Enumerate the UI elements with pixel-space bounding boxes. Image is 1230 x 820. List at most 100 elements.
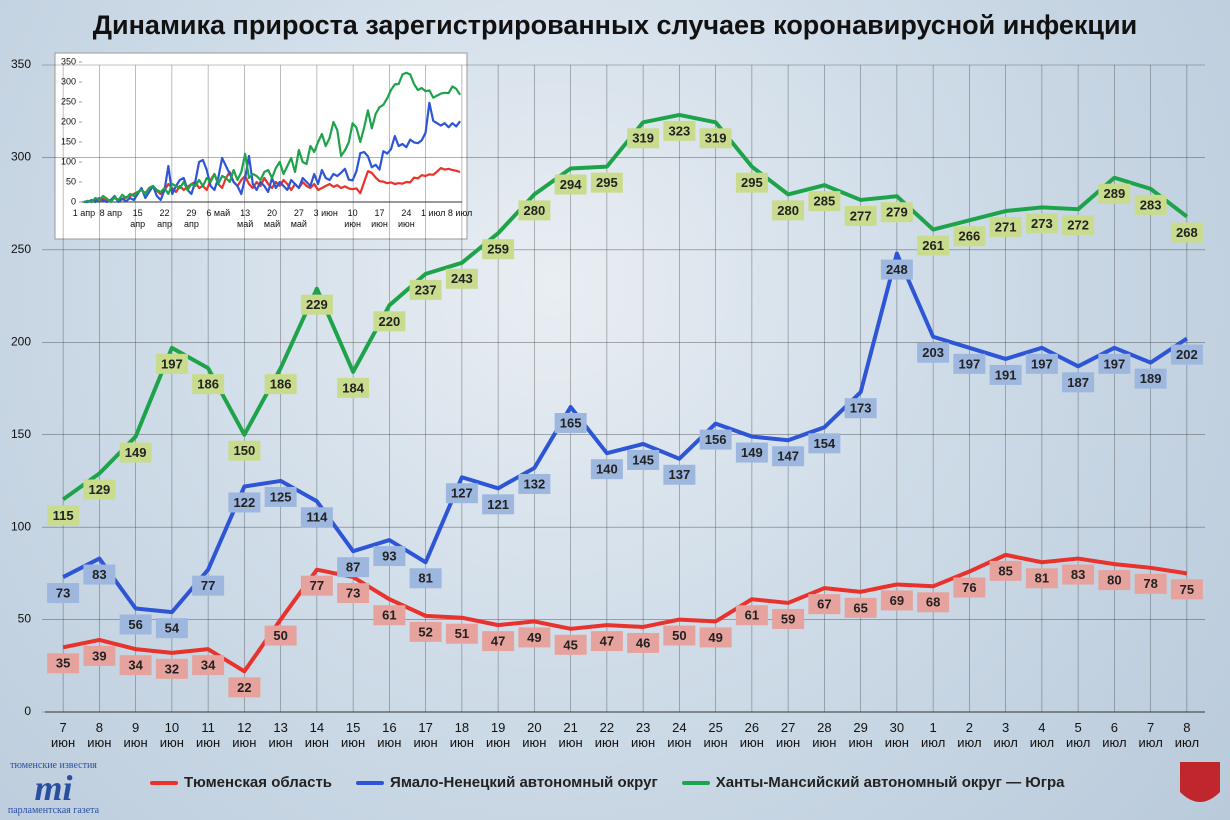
y-tick-label: 350 [11,57,31,71]
x-tick-label: 12 июн [232,720,257,750]
data-label-box [735,605,768,626]
data-label-box [554,174,587,195]
data-label-box [1134,194,1167,215]
data-label: 122 [234,495,256,510]
data-label-box [1134,573,1167,594]
data-label-box [699,627,732,648]
coat-of-arms [1180,762,1220,802]
data-label: 295 [596,175,618,190]
data-label-box [1170,222,1203,243]
data-label: 150 [234,443,256,458]
y-tick-label: 150 [11,427,31,441]
data-label-box [155,618,188,639]
data-label-box [482,631,515,652]
data-label-box [880,259,913,280]
x-tick-label: 3 июл [993,720,1018,750]
data-label: 80 [1107,573,1121,588]
legend-swatch [356,780,385,785]
data-label: 81 [1035,571,1049,586]
data-label-box [1062,564,1095,585]
x-tick-label: 26 июн [739,720,764,750]
x-tick-label: 1 июл [920,720,946,750]
legend: Тюменская область Ямало-Ненецкий автономн… [150,774,1064,791]
data-label: 83 [92,567,106,582]
x-tick-label: 8 июл [1174,720,1200,750]
x-tick-label: 10 июн [159,720,184,750]
series-line [83,71,462,204]
data-label-box [844,597,877,618]
data-label-box [192,374,225,395]
y-tick-label: 200 [11,334,31,348]
data-label: 149 [741,445,763,460]
data-label-box [1098,183,1131,204]
data-label-box [409,568,442,589]
x-tick-label: 25 июн [703,720,728,750]
data-label-box [228,440,261,461]
x-tick-label: 17 июн [413,720,438,750]
data-label-box [590,172,623,193]
data-label-box [554,634,587,655]
x-tick-label: 4 июл [1029,720,1055,750]
x-tick-label: 17 июн [371,208,388,229]
data-label: 132 [524,476,546,491]
data-label-box [119,442,152,463]
data-label-box [373,605,406,626]
legend-item: Тюменская область [150,774,332,791]
x-tick-label: 13 май [237,208,254,229]
data-label-box [663,464,696,485]
data-label-box [663,625,696,646]
x-tick-label: 16 июн [377,720,402,750]
data-label-box [627,128,660,149]
data-label: 280 [524,203,546,218]
data-label-box [880,590,913,611]
x-tick-label: 1 июл [421,208,446,218]
y-tick-label: 300 [61,76,76,86]
data-label-box [47,653,80,674]
x-tick-label: 7 июл [1138,720,1163,750]
data-label-box [989,364,1022,385]
data-label-box [772,608,805,629]
data-label-box [337,583,370,604]
x-tick-label: 14 июн [304,720,329,750]
data-label: 191 [995,367,1017,382]
data-label-box [373,311,406,332]
data-label: 271 [995,219,1017,234]
y-tick-label: 100 [11,519,31,533]
logo-mark: mi [34,768,73,808]
data-label-box [1098,353,1131,374]
data-label-box [192,575,225,596]
data-label: 165 [560,415,582,430]
data-label-box [808,433,841,454]
data-label-box [518,473,551,494]
data-label-box [953,353,986,374]
data-label: 50 [672,628,686,643]
data-label-box [83,564,116,585]
y-tick-label: 200 [61,116,76,126]
data-label-box [1062,215,1095,236]
data-label-box [482,239,515,260]
data-label: 220 [379,314,401,329]
legend-item: Ямало-Ненецкий автономный округ [356,774,658,791]
y-tick-label: 100 [61,156,76,166]
x-tick-label: 2 июл [957,720,982,750]
data-label: 140 [596,462,618,477]
data-label: 261 [922,238,944,253]
legend-swatch [681,780,710,785]
data-label: 173 [850,401,872,416]
logo-top: тюменские известия [10,760,97,771]
data-label-box [844,205,877,226]
x-tick-label: 18 июн [449,720,474,750]
data-label: 114 [306,510,328,525]
data-label-box [409,279,442,300]
x-tick-label: 1 апр [72,208,96,218]
data-label: 266 [959,229,981,244]
x-tick-label: 27 июн [776,720,801,750]
data-label: 32 [165,661,179,676]
data-label: 52 [418,624,432,639]
data-label-box [300,575,333,596]
data-label: 34 [201,658,216,673]
y-tick-label: 50 [18,612,32,626]
data-label-box [228,677,261,698]
x-tick-label: 3 июн [313,208,338,218]
